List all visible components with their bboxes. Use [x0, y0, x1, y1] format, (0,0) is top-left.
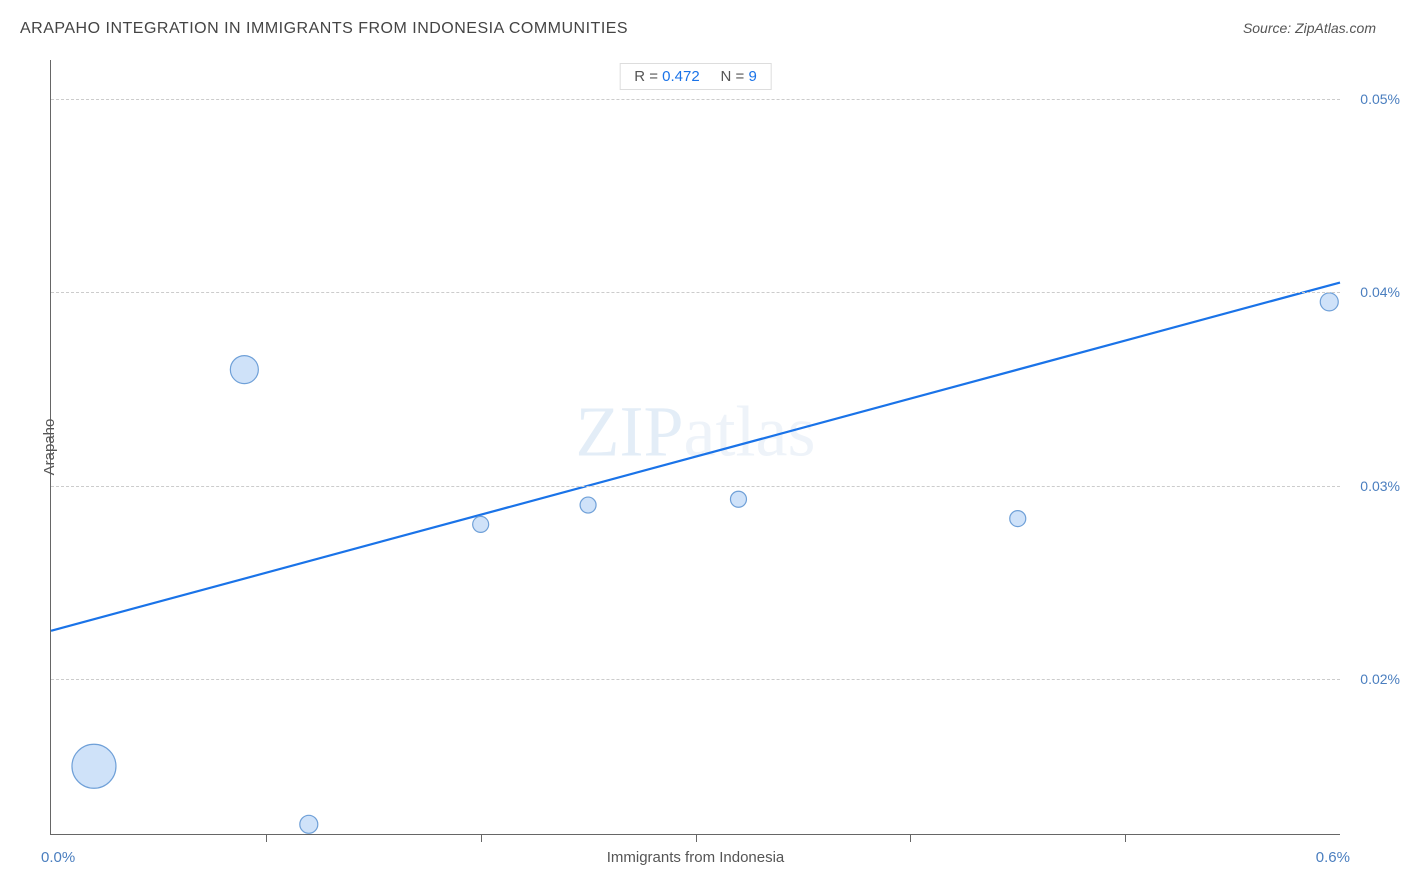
x-tick	[1125, 834, 1126, 842]
x-tick	[910, 834, 911, 842]
gridline	[51, 679, 1340, 680]
source-name: ZipAtlas.com	[1295, 20, 1376, 36]
x-tick	[266, 834, 267, 842]
x-tick	[696, 834, 697, 842]
data-point	[730, 491, 746, 507]
source-credit: Source: ZipAtlas.com	[1243, 20, 1376, 36]
x-axis-label: Immigrants from Indonesia	[607, 849, 785, 866]
data-point	[473, 516, 489, 532]
y-tick-label: 0.03%	[1360, 478, 1400, 494]
trendline	[51, 283, 1340, 631]
x-tick	[481, 834, 482, 842]
gridline	[51, 292, 1340, 293]
data-point	[300, 815, 318, 833]
x-axis-max-label: 0.6%	[1316, 849, 1350, 866]
plot-svg	[51, 60, 1340, 834]
gridline	[51, 99, 1340, 100]
plot-area: ZIPatlas R = 0.472 N = 9 Arapaho Immigra…	[50, 60, 1340, 835]
data-point	[230, 356, 258, 384]
data-point	[1010, 511, 1026, 527]
data-point	[1320, 293, 1338, 311]
y-tick-label: 0.04%	[1360, 284, 1400, 300]
data-point	[72, 744, 116, 788]
data-point	[580, 497, 596, 513]
source-prefix: Source:	[1243, 20, 1295, 36]
gridline	[51, 486, 1340, 487]
x-axis-min-label: 0.0%	[41, 849, 75, 866]
y-tick-label: 0.02%	[1360, 671, 1400, 687]
y-tick-label: 0.05%	[1360, 91, 1400, 107]
chart-title: ARAPAHO INTEGRATION IN IMMIGRANTS FROM I…	[20, 20, 628, 38]
